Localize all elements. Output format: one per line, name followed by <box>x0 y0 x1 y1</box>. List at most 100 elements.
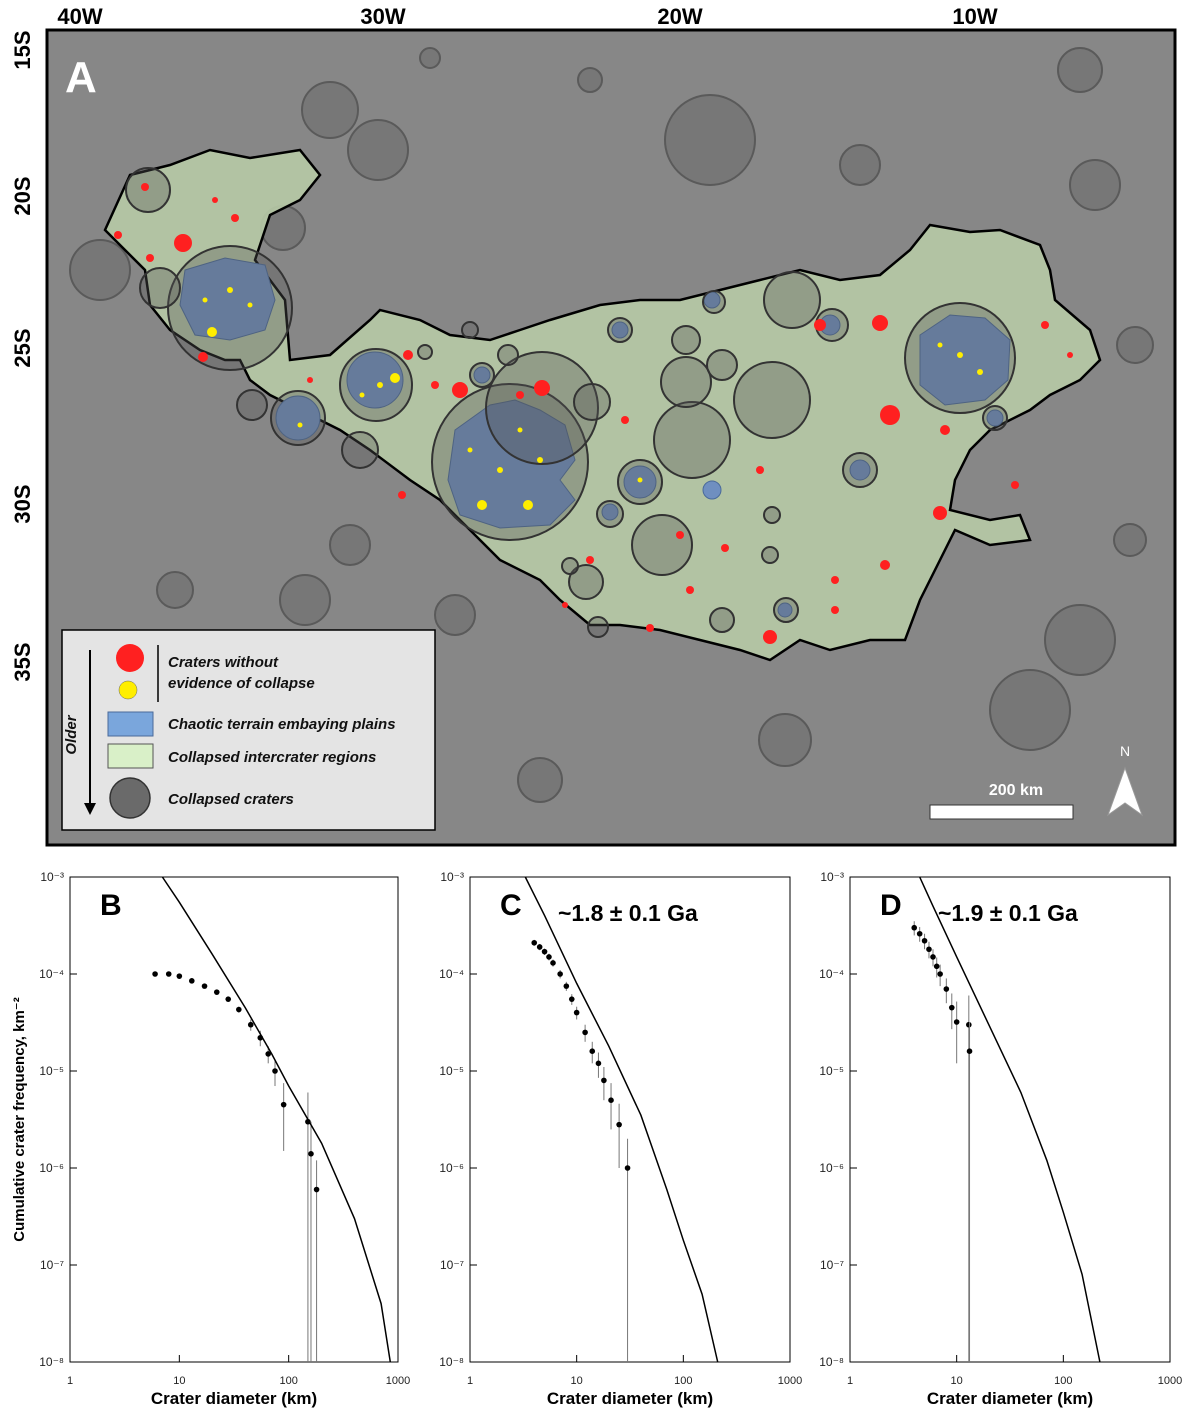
collapsed-crater <box>340 349 412 421</box>
yellow-crater <box>497 467 503 473</box>
collapsed-crater <box>843 453 877 487</box>
yellow-crater <box>207 327 217 337</box>
red-crater <box>831 576 839 584</box>
yellow-crater <box>477 500 487 510</box>
red-crater <box>1041 321 1049 329</box>
data-point <box>937 971 943 977</box>
x-tick-label: 1000 <box>778 1375 802 1387</box>
yellow-crater <box>977 369 983 375</box>
yellow-crater <box>638 478 643 483</box>
plot-frame <box>850 877 1170 1362</box>
x-tick-label: 1 <box>847 1375 853 1387</box>
crater <box>665 95 755 185</box>
data-point <box>546 954 552 960</box>
yellow-crater <box>523 500 533 510</box>
data-point <box>564 983 570 989</box>
x-tick-label: 10 <box>173 1375 185 1387</box>
collapsed-crater <box>703 291 725 313</box>
panel-label: C <box>500 889 522 922</box>
legend-label: Collapsed craters <box>168 791 294 808</box>
crater <box>302 82 358 138</box>
crater <box>420 48 440 68</box>
red-crater <box>721 544 729 552</box>
collapsed-crater <box>418 345 432 359</box>
red-crater <box>676 531 684 539</box>
x-tick-label: 1000 <box>1158 1375 1182 1387</box>
crater <box>157 572 193 608</box>
data-point <box>582 1030 588 1036</box>
y-tick-label: 10⁻⁶ <box>39 1161 64 1175</box>
crater <box>1045 605 1115 675</box>
data-point <box>616 1122 622 1128</box>
red-crater <box>516 391 524 399</box>
scale-bar-label: 200 km <box>989 782 1043 799</box>
x-tick-label: 1 <box>467 1375 473 1387</box>
collapsed-crater <box>462 322 478 338</box>
legend-yellow-symbol <box>119 681 137 699</box>
scale-bar <box>930 805 1073 819</box>
red-crater <box>431 381 439 389</box>
longitude-label: 30W <box>360 4 405 29</box>
data-point <box>569 996 575 1002</box>
data-point <box>625 1165 631 1171</box>
collapsed-crater <box>597 501 623 527</box>
x-tick-label: 100 <box>674 1375 692 1387</box>
latitude-label: 20S <box>10 176 35 215</box>
collapsed-crater <box>608 318 632 342</box>
yellow-crater <box>468 448 473 453</box>
data-point <box>922 938 928 944</box>
crater <box>70 240 130 300</box>
data-point <box>608 1097 614 1103</box>
y-tick-label: 10⁻³ <box>40 870 64 884</box>
red-crater <box>231 214 239 222</box>
x-axis-title: Crater diameter (km) <box>927 1389 1093 1408</box>
crater <box>518 758 562 802</box>
x-tick-label: 100 <box>279 1375 297 1387</box>
data-point <box>272 1068 278 1074</box>
panel-label: A <box>65 53 97 102</box>
red-crater <box>880 405 900 425</box>
collapsed-crater <box>168 246 292 370</box>
yellow-crater <box>203 298 208 303</box>
legend-label: Collapsed intercrater regions <box>168 749 376 766</box>
y-tick-label: 10⁻³ <box>820 870 844 884</box>
red-crater <box>872 315 888 331</box>
collapsed-crater <box>470 363 494 387</box>
collapsed-crater <box>140 268 180 308</box>
crater <box>1117 327 1153 363</box>
collapsed-crater <box>762 547 778 563</box>
collapsed-crater <box>734 362 810 438</box>
y-axis-title: Cumulative crater frequency, km⁻² <box>11 997 28 1241</box>
red-crater <box>880 560 890 570</box>
y-tick-label: 10⁻⁴ <box>439 967 464 981</box>
y-tick-label: 10⁻⁸ <box>39 1355 64 1369</box>
collapsed-crater <box>983 406 1007 430</box>
red-crater <box>212 197 218 203</box>
longitude-label: 20W <box>657 4 702 29</box>
crater <box>330 525 370 565</box>
yellow-crater <box>298 423 303 428</box>
collapsed-crater <box>661 357 711 407</box>
y-tick-label: 10⁻⁷ <box>40 1258 64 1272</box>
crater <box>759 714 811 766</box>
data-point <box>550 960 556 966</box>
yellow-crater <box>377 382 383 388</box>
data-point <box>949 1005 955 1011</box>
yellow-crater <box>248 303 253 308</box>
data-point <box>930 954 936 960</box>
longitude-label: 40W <box>57 4 102 29</box>
data-point <box>954 1019 960 1025</box>
y-tick-label: 10⁻⁵ <box>439 1064 464 1078</box>
collapsed-crater <box>271 391 325 445</box>
data-point <box>202 983 208 989</box>
age-annotation: ~1.9 ± 0.1 Ga <box>938 900 1078 926</box>
y-tick-label: 10⁻⁶ <box>439 1161 464 1175</box>
red-crater <box>1067 352 1073 358</box>
legend-gray-symbol <box>110 778 150 818</box>
data-point <box>917 931 923 937</box>
collapsed-crater <box>707 350 737 380</box>
y-tick-label: 10⁻⁵ <box>39 1064 64 1078</box>
collapsed-crater <box>764 507 780 523</box>
collapsed-crater <box>562 558 578 574</box>
legend-green-symbol <box>108 744 153 768</box>
